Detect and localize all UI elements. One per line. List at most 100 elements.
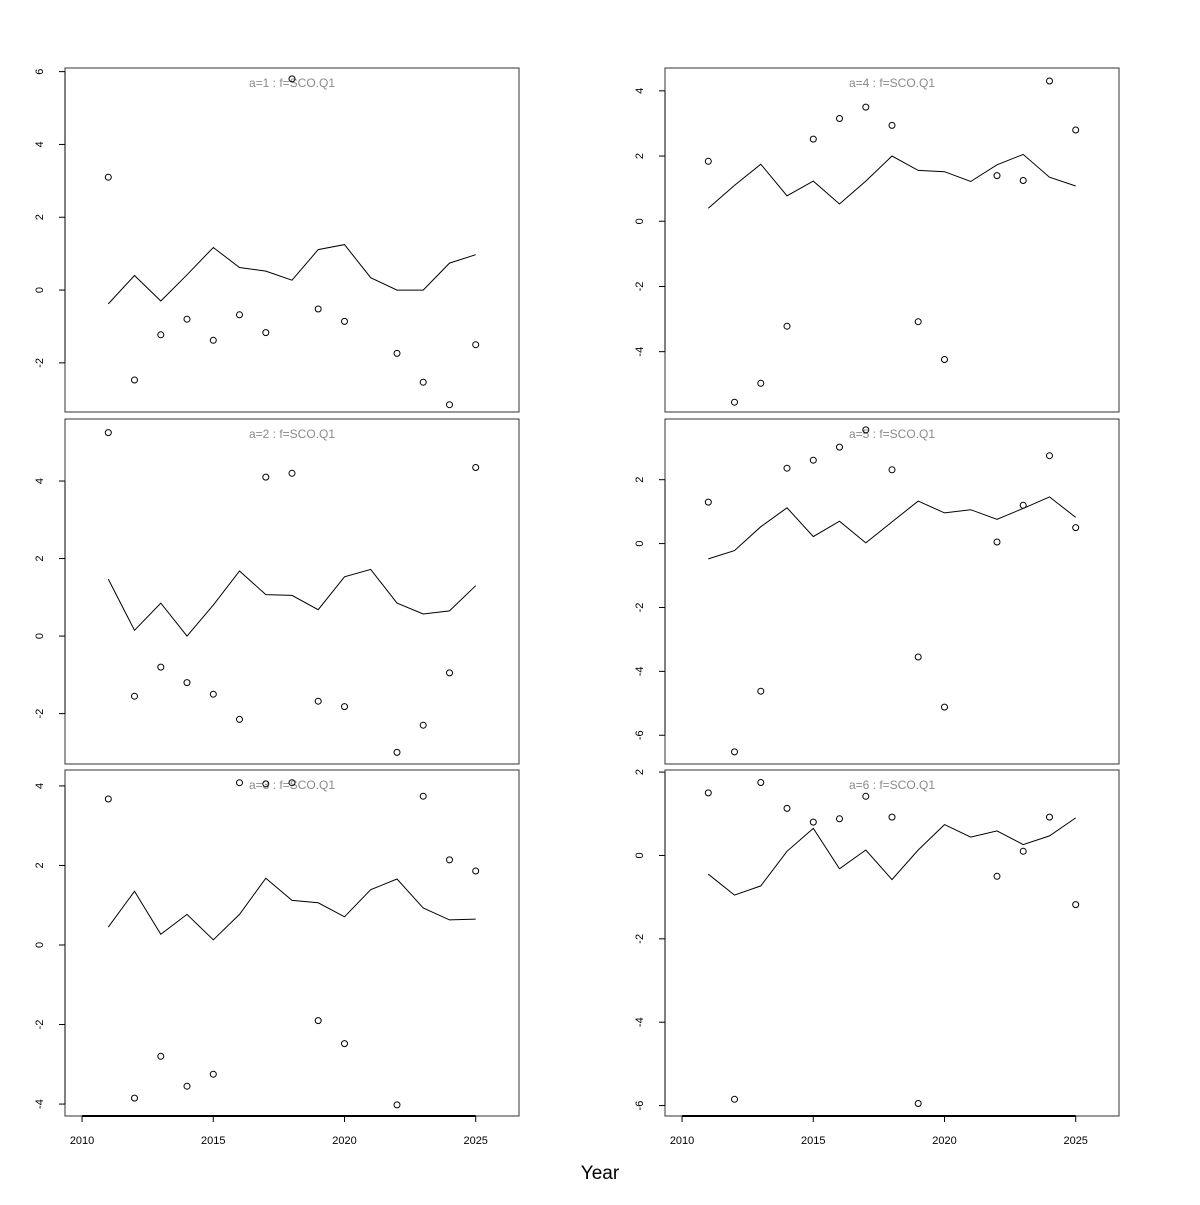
panel-title: a=4 : f=SCO.Q1 — [849, 76, 935, 90]
data-point — [446, 856, 453, 864]
data-point — [472, 867, 480, 875]
data-point — [393, 748, 401, 756]
data-point — [914, 318, 922, 326]
data-point — [783, 804, 791, 812]
x-tick-label: 2025 — [1063, 1135, 1087, 1147]
y-tick-label: 2 — [634, 477, 646, 483]
data-point — [757, 379, 765, 387]
panel-frame — [664, 418, 1120, 765]
x-tick-label: 2010 — [70, 1135, 94, 1147]
data-point — [288, 469, 296, 477]
panel-a6: a=6 : f=SCO.Q1 -6 -4 -2 0 2 2010 2015 2020 2025 — [634, 769, 1120, 1147]
data-point — [1019, 177, 1027, 184]
data-point — [419, 792, 427, 800]
y-tick-label: 4 — [34, 141, 46, 147]
data-point — [888, 813, 896, 821]
data-point — [131, 376, 138, 384]
y-tick-label: -6 — [634, 730, 646, 740]
panel-a3: a=3 : f=SCO.Q1 -4 -2 0 2 4 2010 2015 2020 2025 — [34, 769, 520, 1147]
panel-a2: a=2 : f=SCO.Q1 -2 0 2 4 — [34, 418, 520, 765]
data-point — [704, 498, 712, 506]
series-line — [107, 568, 477, 637]
data-point — [209, 336, 217, 344]
data-point — [288, 75, 296, 83]
data-point — [1046, 77, 1053, 85]
data-point — [131, 1094, 138, 1102]
data-point — [183, 1082, 191, 1090]
panel-frame — [64, 67, 520, 413]
data-point — [446, 669, 453, 677]
data-point — [104, 429, 112, 437]
y-tick-label: 0 — [634, 541, 646, 547]
y-tick-label: 2 — [34, 555, 46, 561]
y-tick-label: -2 — [634, 282, 646, 292]
data-point — [993, 538, 1001, 546]
x-tick-label: 2020 — [932, 1135, 956, 1147]
data-point — [1072, 524, 1080, 532]
y-tick-label: 0 — [634, 218, 646, 224]
data-point — [262, 473, 270, 481]
panel-a1: a=1 : f=SCO.Q1 -2 0 2 4 6 — [34, 67, 520, 413]
data-point — [1019, 847, 1027, 855]
data-point — [836, 115, 843, 122]
data-point — [888, 466, 896, 474]
data-point — [993, 172, 1001, 180]
data-point — [104, 795, 112, 803]
y-tick-label: 4 — [634, 88, 646, 94]
data-point — [341, 1040, 348, 1048]
series-line — [707, 153, 1076, 209]
panel-title: a=1 : f=SCO.Q1 — [249, 76, 335, 90]
y-tick-label: -6 — [634, 1101, 646, 1111]
y-tick-label: 4 — [34, 478, 46, 484]
data-point — [1072, 901, 1080, 909]
data-point — [1046, 813, 1053, 821]
data-point — [704, 789, 712, 797]
data-point — [1046, 452, 1053, 460]
data-point — [314, 305, 322, 313]
data-point — [731, 398, 738, 406]
data-point — [183, 679, 191, 687]
data-point — [183, 315, 191, 323]
data-point — [941, 356, 948, 363]
panel-title: a=2 : f=SCO.Q1 — [249, 427, 335, 441]
data-point — [862, 426, 870, 434]
data-point — [288, 779, 296, 787]
data-point — [731, 1095, 738, 1103]
y-tick-label: 2 — [634, 153, 646, 159]
panel-title: a=3 : f=SCO.Q1 — [249, 778, 335, 792]
data-point — [757, 687, 765, 695]
data-point — [809, 135, 817, 143]
data-point — [419, 721, 427, 729]
data-point — [809, 456, 817, 464]
data-point — [757, 779, 765, 786]
y-tick-label: 4 — [34, 783, 46, 789]
y-tick-label: -4 — [34, 1099, 46, 1109]
panel-title: a=5 : f=SCO.Q1 — [849, 427, 935, 441]
data-point — [262, 329, 270, 337]
data-point — [131, 692, 138, 700]
data-point — [209, 690, 217, 698]
y-tick-label: 2 — [34, 214, 46, 220]
data-point — [104, 173, 112, 181]
series-line — [107, 877, 476, 941]
x-tick-label: 2015 — [801, 1135, 825, 1147]
panel-a4: a=4 : f=SCO.Q1 -4 -2 0 2 4 — [634, 67, 1120, 413]
data-point — [472, 341, 480, 349]
panel-frame — [64, 769, 520, 1117]
y-tick-label: -2 — [34, 709, 46, 719]
panel-a5: a=5 : f=SCO.Q1 -6 -4 -2 0 2 — [634, 418, 1120, 765]
data-point — [393, 349, 401, 357]
data-point — [157, 331, 165, 339]
data-point — [393, 1101, 401, 1109]
series-line — [107, 244, 476, 305]
panel-title: a=6 : f=SCO.Q1 — [849, 778, 935, 792]
data-point — [704, 157, 712, 165]
data-point — [836, 815, 843, 823]
y-tick-label: -2 — [634, 934, 646, 944]
y-tick-label: -4 — [634, 666, 646, 676]
data-point — [809, 818, 817, 826]
y-tick-label: -4 — [634, 1017, 646, 1027]
data-point — [157, 1052, 165, 1060]
y-tick-label: 2 — [34, 862, 46, 868]
